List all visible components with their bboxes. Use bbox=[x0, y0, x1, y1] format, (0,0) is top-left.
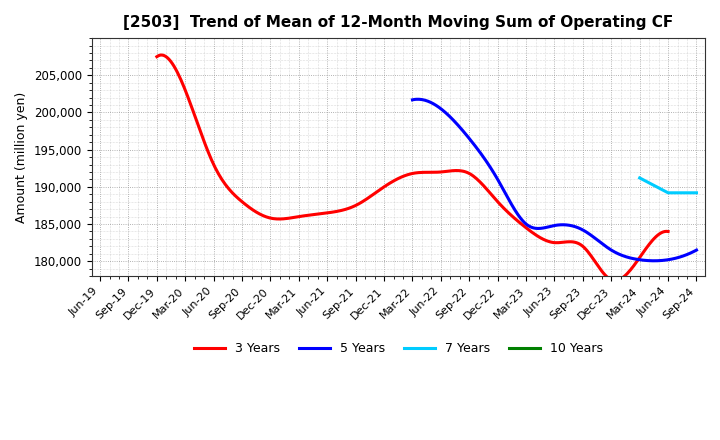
5 Years bbox=[649, 258, 657, 264]
5 Years bbox=[408, 97, 417, 103]
3 Years bbox=[664, 229, 672, 234]
Line: 5 Years: 5 Years bbox=[413, 99, 696, 261]
Y-axis label: Amount (million yen): Amount (million yen) bbox=[15, 92, 28, 223]
3 Years bbox=[611, 278, 619, 283]
7 Years bbox=[692, 190, 701, 195]
3 Years bbox=[457, 168, 466, 173]
5 Years bbox=[583, 230, 592, 235]
5 Years bbox=[409, 97, 418, 102]
5 Years bbox=[578, 227, 587, 232]
5 Years bbox=[577, 227, 586, 232]
3 Years bbox=[158, 52, 166, 58]
3 Years bbox=[153, 54, 161, 59]
3 Years bbox=[585, 251, 594, 257]
3 Years bbox=[154, 53, 163, 58]
Legend: 3 Years, 5 Years, 7 Years, 10 Years: 3 Years, 5 Years, 7 Years, 10 Years bbox=[189, 337, 608, 360]
Title: [2503]  Trend of Mean of 12-Month Moving Sum of Operating CF: [2503] Trend of Mean of 12-Month Moving … bbox=[123, 15, 673, 30]
7 Years bbox=[635, 175, 644, 180]
7 Years bbox=[664, 190, 672, 195]
5 Years bbox=[692, 247, 701, 253]
5 Years bbox=[667, 257, 676, 262]
3 Years bbox=[459, 169, 467, 174]
5 Years bbox=[650, 258, 659, 264]
3 Years bbox=[467, 172, 476, 177]
3 Years bbox=[619, 274, 628, 279]
Line: 7 Years: 7 Years bbox=[639, 178, 696, 193]
Line: 3 Years: 3 Years bbox=[157, 55, 668, 281]
5 Years bbox=[414, 97, 423, 102]
